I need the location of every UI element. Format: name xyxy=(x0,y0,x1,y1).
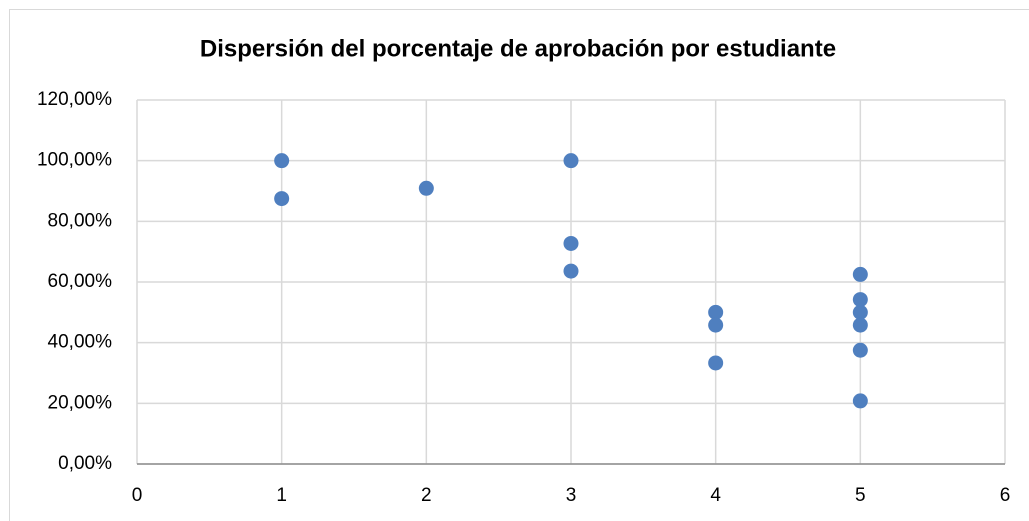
point xyxy=(852,393,868,409)
point xyxy=(708,355,724,371)
point xyxy=(852,342,868,358)
chart-title: Dispersión del porcentaje de aprobación … xyxy=(200,35,836,62)
chart-border xyxy=(9,9,1029,521)
x-tick-label: 6 xyxy=(1000,485,1011,506)
point xyxy=(852,304,868,320)
y-tick-label: 60,00% xyxy=(48,271,113,292)
y-tick-label: 40,00% xyxy=(48,332,113,353)
point xyxy=(852,317,868,333)
point xyxy=(708,317,724,333)
x-tick-label: 3 xyxy=(566,485,577,506)
point xyxy=(708,304,724,320)
y-tick-label: 20,00% xyxy=(48,392,113,413)
point xyxy=(274,153,290,169)
y-tick-label: 0,00% xyxy=(58,453,112,474)
point xyxy=(563,153,579,169)
x-tick-label: 4 xyxy=(710,485,721,506)
point xyxy=(852,292,868,308)
point xyxy=(563,263,579,279)
y-tick-label: 120,00% xyxy=(37,89,112,110)
y-tick-label: 100,00% xyxy=(37,150,112,171)
x-tick-label: 5 xyxy=(855,485,866,506)
x-tick-label: 0 xyxy=(132,485,143,506)
x-tick-label: 2 xyxy=(421,485,432,506)
point xyxy=(274,191,290,207)
y-tick-label: 80,00% xyxy=(48,210,113,231)
point xyxy=(563,235,579,251)
point xyxy=(852,266,868,282)
point xyxy=(418,180,434,196)
x-tick-label: 1 xyxy=(276,485,287,506)
